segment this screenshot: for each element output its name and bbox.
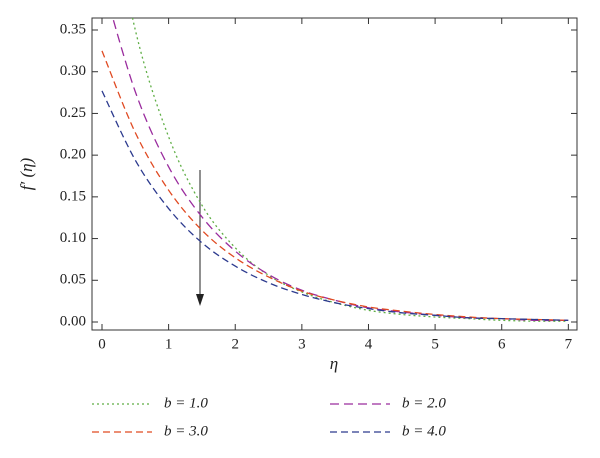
legend-label: b = 2.0 xyxy=(402,395,446,411)
x-axis-label: η xyxy=(330,354,338,373)
y-tick-label: 0.10 xyxy=(60,230,86,246)
y-tick-label: 0.05 xyxy=(60,272,86,288)
y-tick-label: 0.25 xyxy=(60,105,86,121)
y-tick-label: 0.35 xyxy=(60,21,86,37)
y-tick-label: 0.30 xyxy=(60,63,86,79)
legend-label: b = 3.0 xyxy=(164,423,208,439)
y-tick-label: 0.15 xyxy=(60,188,86,204)
line-series xyxy=(101,50,569,321)
line-series xyxy=(112,18,569,322)
plot-area xyxy=(101,18,569,322)
x-tick-label: 4 xyxy=(365,336,373,352)
legend-label: b = 1.0 xyxy=(164,395,208,411)
x-tick-label: 5 xyxy=(431,336,439,352)
y-axis-label: f′ (η) xyxy=(17,157,36,190)
y-tick-label: 0.00 xyxy=(60,313,86,329)
legend-label: b = 4.0 xyxy=(402,423,446,439)
line-series xyxy=(101,90,569,321)
x-tick-label: 7 xyxy=(565,336,573,352)
arrow xyxy=(196,170,204,306)
x-tick-label: 1 xyxy=(165,336,173,352)
y-tick-label: 0.20 xyxy=(60,147,86,163)
x-tick-label: 6 xyxy=(498,336,506,352)
x-tick-label: 2 xyxy=(231,336,239,352)
x-tick-label: 3 xyxy=(298,336,306,352)
line-series xyxy=(131,18,569,322)
x-tick-label: 0 xyxy=(98,336,106,352)
plot-frame xyxy=(91,17,578,331)
